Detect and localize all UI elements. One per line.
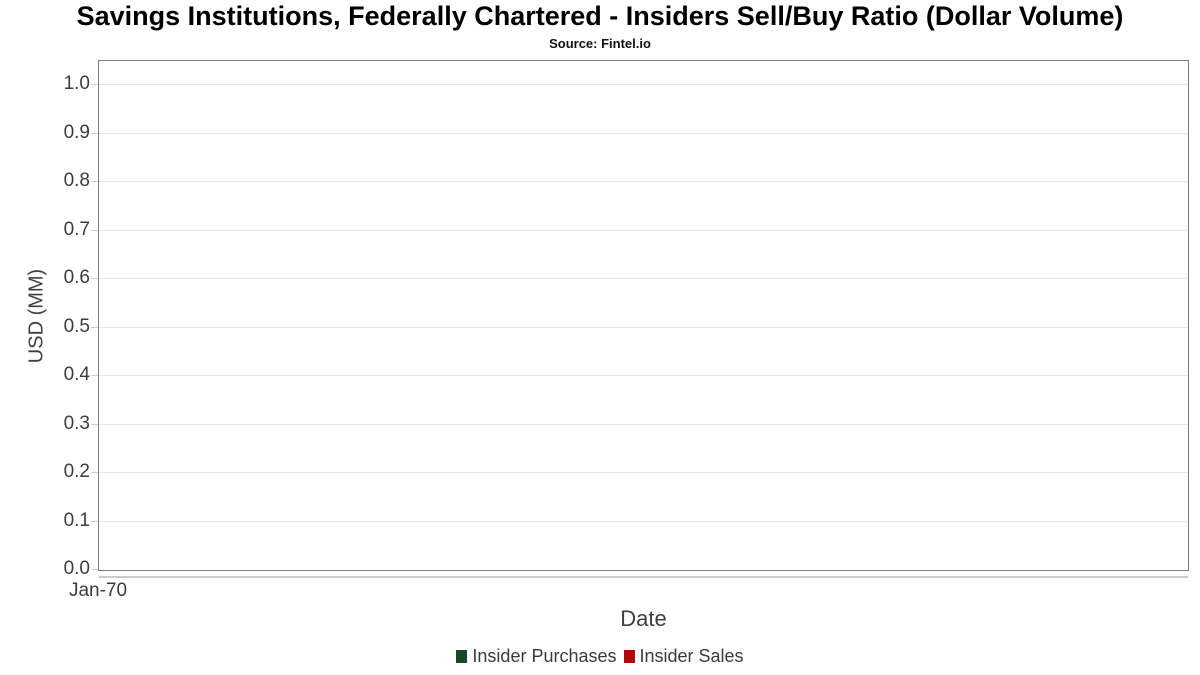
gridline bbox=[99, 327, 1188, 328]
y-tick-label: 0.6 bbox=[63, 267, 90, 288]
insider-purchases-swatch-icon bbox=[456, 650, 468, 663]
y-axis: 0.0 0.1 0.2 0.3 0.4 0.5 0.6 0.7 0.8 0.9 1.0 bbox=[0, 60, 98, 579]
plot-area bbox=[98, 60, 1189, 571]
y-tick-mark bbox=[91, 278, 98, 279]
y-tick-mark bbox=[91, 521, 98, 522]
y-tick-mark bbox=[91, 472, 98, 473]
y-tick-mark bbox=[91, 230, 98, 231]
y-tick-label: 1.0 bbox=[63, 73, 90, 94]
chart-subtitle: Source: Fintel.io bbox=[549, 36, 651, 51]
chart-title: Savings Institutions, Federally Chartere… bbox=[76, 1, 1124, 31]
y-tick-mark bbox=[91, 133, 98, 134]
y-tick-label: 0.0 bbox=[63, 558, 90, 579]
y-tick-label: 0.5 bbox=[63, 316, 90, 337]
legend-label: Insider Purchases bbox=[472, 646, 617, 666]
y-tick-mark bbox=[91, 375, 98, 376]
gridline bbox=[99, 521, 1188, 522]
y-tick-mark bbox=[91, 327, 98, 328]
y-tick-label: 0.7 bbox=[63, 219, 90, 240]
gridline bbox=[99, 375, 1188, 376]
y-tick-mark bbox=[91, 569, 98, 570]
insider-sales-swatch-icon bbox=[623, 650, 635, 663]
gridline bbox=[99, 472, 1188, 473]
y-tick-label: 0.8 bbox=[63, 170, 90, 191]
y-tick-label: 0.4 bbox=[63, 364, 90, 385]
y-tick-mark bbox=[91, 84, 98, 85]
y-tick-label: 0.1 bbox=[63, 510, 90, 531]
gridline bbox=[99, 424, 1188, 425]
gridline bbox=[99, 84, 1188, 85]
gridline bbox=[99, 278, 1188, 279]
y-tick-label: 0.9 bbox=[63, 122, 90, 143]
legend-item-insider-purchases[interactable]: Insider Purchases bbox=[456, 646, 617, 667]
x-tick-label: Jan-70 bbox=[68, 580, 128, 601]
x-axis-line bbox=[99, 576, 1188, 578]
legend-item-insider-sales[interactable]: Insider Sales bbox=[623, 646, 744, 667]
legend: Insider Purchases Insider Sales bbox=[0, 646, 1200, 667]
y-tick-label: 0.2 bbox=[63, 461, 90, 482]
y-tick-label: 0.3 bbox=[63, 413, 90, 434]
y-tick-mark bbox=[91, 424, 98, 425]
y-tick-mark bbox=[91, 181, 98, 182]
legend-label: Insider Sales bbox=[639, 646, 744, 666]
gridline bbox=[99, 133, 1188, 134]
gridline bbox=[99, 181, 1188, 182]
gridline bbox=[99, 230, 1188, 231]
x-axis-title: Date bbox=[620, 606, 667, 631]
